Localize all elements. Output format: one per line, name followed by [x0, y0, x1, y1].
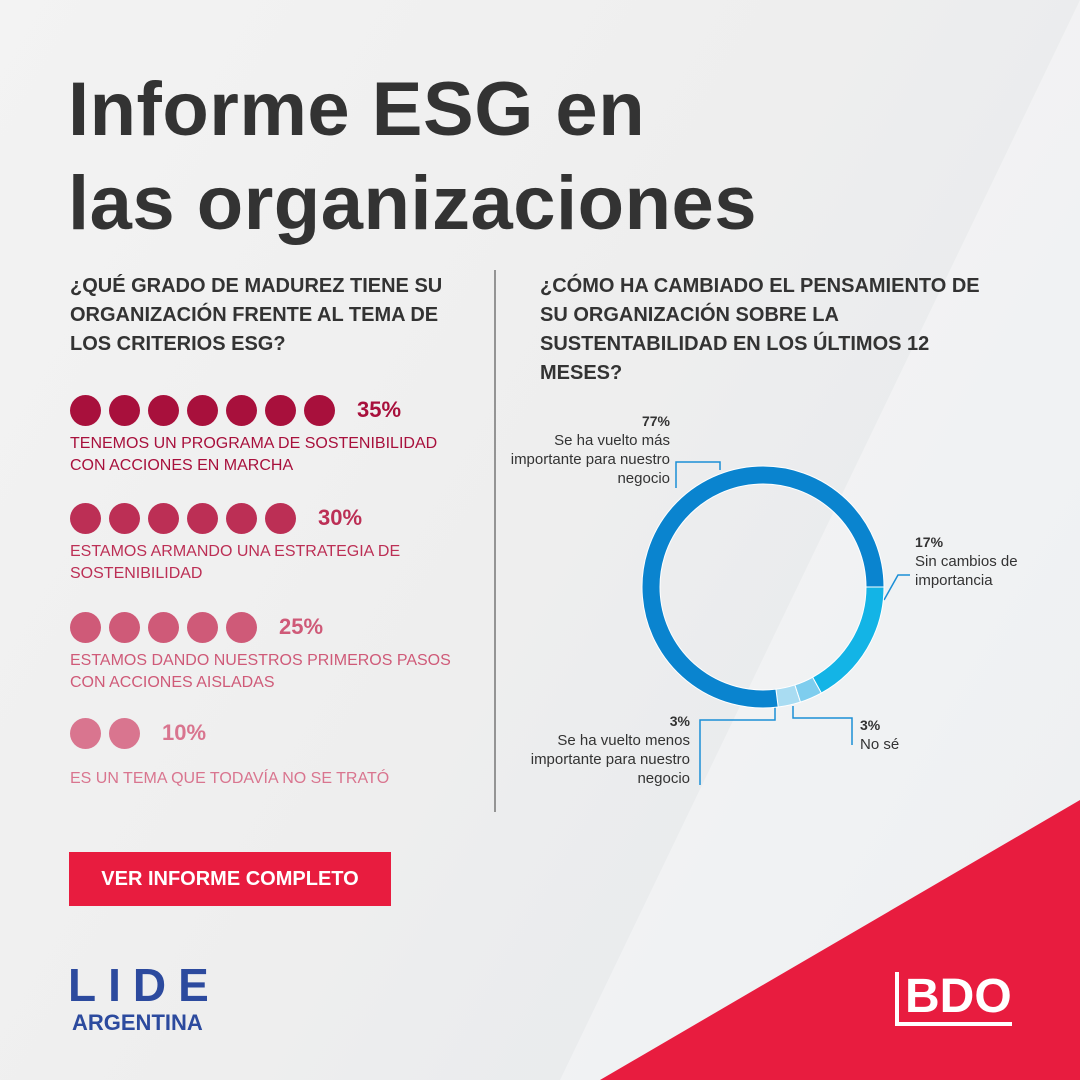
title: Informe ESG en: [68, 67, 646, 152]
dot: [304, 395, 335, 426]
value-label: 17%: [915, 534, 944, 550]
dot: [70, 612, 101, 643]
dot: [226, 612, 257, 643]
title: las organizaciones: [68, 161, 758, 246]
dot: [187, 395, 218, 426]
dot: [109, 718, 140, 749]
value-label: 10%: [162, 720, 207, 745]
donut-label: 17% Sin cambios de importancia: [915, 533, 1045, 590]
category-label: ES UN TEMA QUE TODAVÍA NO SE TRATÓ: [70, 770, 390, 787]
logo-lide-sub: ARGENTINA: [72, 1010, 203, 1035]
dot: [148, 503, 179, 534]
category-label: No sé: [860, 736, 900, 753]
chart-title: ¿QUÉ GRADO DE MADUREZ TIENE SU ORGANIZAC…: [70, 275, 443, 355]
button-bg[interactable]: [69, 852, 391, 906]
chart-title: ¿CÓMO HA CAMBIADO EL PENSAMIENTO DE SU O…: [540, 275, 980, 384]
dot: [109, 503, 140, 534]
logo-bdo: BDO: [895, 972, 1012, 1026]
dot: [265, 503, 296, 534]
category-label: TENEMOS UN PROGRAMA DE SOSTENIBILIDAD CO…: [70, 435, 438, 474]
dot: [148, 612, 179, 643]
dot: [226, 395, 257, 426]
value-label: 35%: [357, 397, 402, 422]
button[interactable]: VER INFORME COMPLETO: [101, 868, 359, 890]
dot: [70, 503, 101, 534]
category-label: Se ha vuelto menos importante para nuest…: [530, 732, 690, 787]
dot: [265, 395, 296, 426]
value-label: 3%: [860, 717, 881, 733]
donut-segment: [641, 465, 885, 709]
donut-label: 3% No sé: [860, 716, 980, 754]
category-label: Sin cambios de importancia: [915, 553, 1018, 589]
category-label: ESTAMOS DANDO NUESTROS PRIMEROS PASOS CO…: [70, 652, 451, 691]
value-label: 3%: [669, 713, 690, 729]
dot: [226, 503, 257, 534]
dot: [187, 503, 218, 534]
value-label: 77%: [641, 413, 670, 429]
donut-label: 77% Se ha vuelto más importante para nues…: [500, 412, 670, 488]
dot: [109, 612, 140, 643]
donut-label: 3% Se ha vuelto menos importante para nue…: [520, 712, 690, 788]
dot: [187, 612, 218, 643]
value-label: 30%: [318, 505, 363, 530]
category-label: Se ha vuelto más importante para nuestro…: [510, 432, 670, 487]
category-label: ESTAMOS ARMANDO UNA ESTRATEGIA DE SOSTEN…: [70, 543, 401, 582]
dot: [148, 395, 179, 426]
dot: [109, 395, 140, 426]
dot: [70, 718, 101, 749]
dot: [70, 395, 101, 426]
logo-lide: LIDE: [68, 959, 221, 1011]
value-label: 25%: [279, 614, 324, 639]
